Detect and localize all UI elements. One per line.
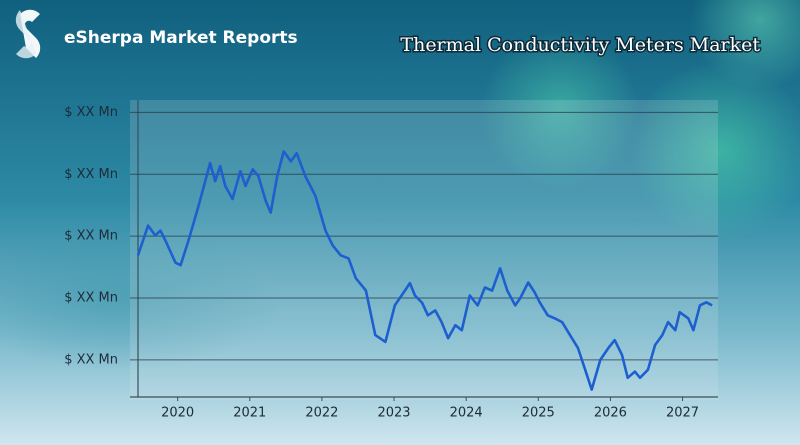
y-tick-label: $ XX Mn <box>64 352 118 367</box>
y-tick-label: $ XX Mn <box>64 291 118 306</box>
y-tick-label: $ XX Mn <box>64 229 118 244</box>
x-tick-label: 2026 <box>594 406 627 421</box>
x-tick-label: 2020 <box>161 406 194 421</box>
x-tick-label: 2024 <box>450 406 483 421</box>
x-tick-label: 2021 <box>233 406 266 421</box>
y-tick-label: $ XX Mn <box>64 105 118 120</box>
brand: eSherpa Market Reports <box>64 28 298 48</box>
x-tick-label: 2023 <box>377 406 410 421</box>
chart-title: Thermal Conductivity Meters Market <box>400 34 760 56</box>
y-tick-label: $ XX Mn <box>64 167 118 182</box>
x-tick-label: 2022 <box>305 406 338 421</box>
data-line <box>136 150 713 391</box>
x-tick-label: 2027 <box>666 406 699 421</box>
plot-area <box>130 100 718 400</box>
logo <box>15 9 41 59</box>
x-tick-label: 2025 <box>522 406 555 421</box>
